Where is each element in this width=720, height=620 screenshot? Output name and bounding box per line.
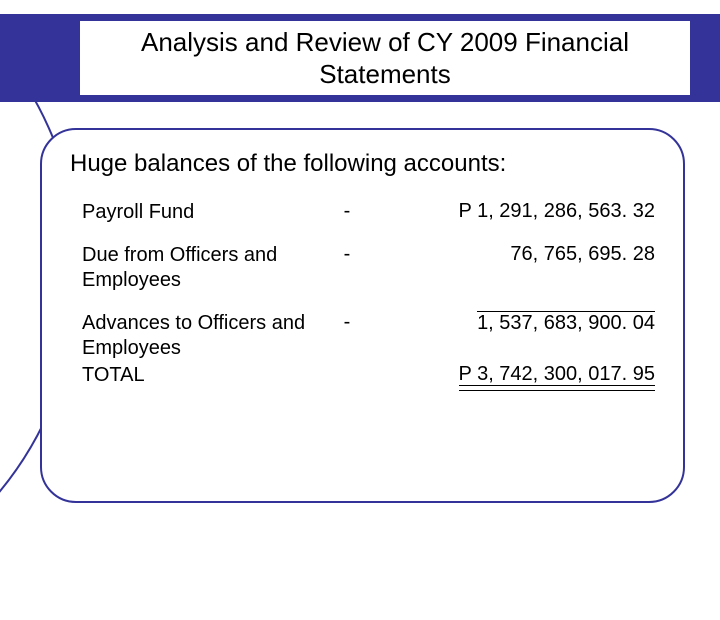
value-advances-text: 1, 537, 683, 900. 04 [477,311,655,335]
dash-advances: - [337,311,357,334]
label-payroll: Payroll Fund [82,200,337,225]
subtitle: Huge balances of the following accounts: [70,150,655,178]
row-advances: Advances to Officers and Employees - 1, … [82,311,655,361]
slide-title: Analysis and Review of CY 2009 Financial… [90,26,680,91]
label-advances: Advances to Officers and Employees [82,311,337,361]
value-total: P 3, 742, 300, 017. 95 [357,363,655,386]
value-advances: 1, 537, 683, 900. 04 [357,311,655,335]
row-due-from: Due from Officers and Employees - 76, 76… [82,243,655,293]
row-total: TOTAL P 3, 742, 300, 017. 95 [82,363,655,388]
label-total: TOTAL [82,363,337,388]
content-box: Huge balances of the following accounts:… [40,128,685,503]
dash-payroll: - [337,200,357,223]
label-due-from: Due from Officers and Employees [82,243,337,293]
dash-due-from: - [337,243,357,266]
value-total-text: P 3, 742, 300, 017. 95 [459,363,655,386]
title-bar: Analysis and Review of CY 2009 Financial… [0,14,720,102]
value-due-from: 76, 765, 695. 28 [357,243,655,266]
accounts-list: Payroll Fund - P 1, 291, 286, 563. 32 Du… [70,200,655,388]
row-payroll: Payroll Fund - P 1, 291, 286, 563. 32 [82,200,655,225]
slide: Analysis and Review of CY 2009 Financial… [0,0,720,540]
title-inner: Analysis and Review of CY 2009 Financial… [80,21,690,95]
value-payroll: P 1, 291, 286, 563. 32 [357,200,655,223]
